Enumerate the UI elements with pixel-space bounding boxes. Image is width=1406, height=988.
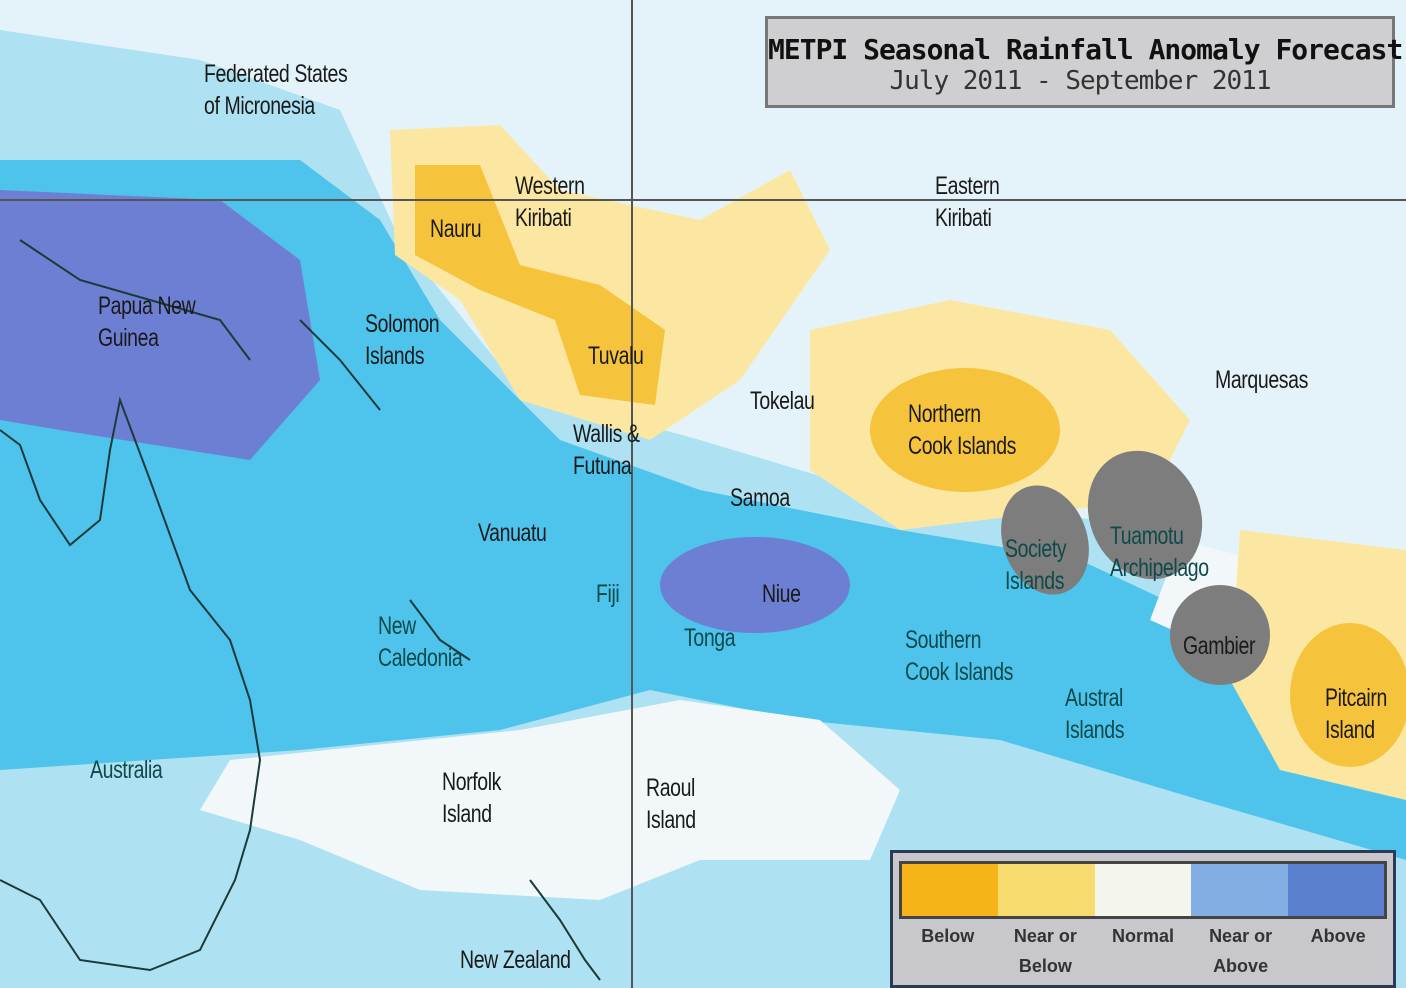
no-data-zone: [1001, 450, 1270, 685]
legend-swatch-above: [1287, 864, 1385, 916]
label-tuvalu: Tuvalu: [588, 342, 644, 370]
label-gambier: Gambier: [1183, 632, 1256, 660]
coastlines: [0, 239, 601, 981]
legend-swatch-near-below: [998, 864, 1095, 916]
legend-label-normal: Normal: [1111, 926, 1174, 946]
label-tokelau: Tokelau: [750, 387, 815, 415]
label-marquesas: Marquesas: [1215, 366, 1308, 394]
label-eastern-kiribati: Eastern Kiribati: [935, 172, 1000, 232]
legend-label-above: Above: [1310, 926, 1366, 946]
near-above-zone: [0, 160, 1406, 860]
label-new-caledonia: New Caledonia: [378, 612, 463, 672]
below-zone: [415, 165, 1406, 767]
label-micronesia: Federated States of Micronesia: [204, 60, 348, 120]
legend: Below Near or Below Normal Near or Above…: [890, 850, 1396, 988]
legend-swatch-below: [902, 864, 999, 916]
map-subtitle: July 2011 - September 2011: [889, 66, 1272, 96]
above-zone: [0, 190, 850, 633]
label-western-kiribati: Western Kiribati: [515, 172, 585, 232]
label-tuamotu: Tuamotu Archipelago: [1110, 522, 1209, 582]
label-samoa: Samoa: [730, 484, 790, 512]
label-tonga: Tonga: [684, 624, 736, 652]
label-raoul: Raoul Island: [646, 774, 696, 834]
label-southern-cook: Southern Cook Islands: [905, 626, 1014, 686]
label-niue: Niue: [762, 580, 801, 608]
legend-label-near-above: Near or Above: [1209, 926, 1273, 976]
label-society: Society Islands: [1005, 535, 1067, 595]
map-title: METPI Seasonal Rainfall Anomaly Forecast: [768, 33, 1403, 66]
label-png: Papua New Guinea: [98, 292, 196, 352]
label-fiji: Fiji: [596, 580, 620, 608]
map-title-box: METPI Seasonal Rainfall Anomaly Forecast…: [765, 16, 1403, 108]
label-austral: Austral Islands: [1065, 684, 1125, 744]
label-pitcairn: Pitcairn Island: [1325, 684, 1387, 744]
label-northern-cook: Northern Cook Islands: [908, 400, 1017, 460]
label-solomon: Solomon Islands: [365, 310, 440, 370]
legend-label-below: Below: [921, 926, 975, 946]
label-vanuatu: Vanuatu: [478, 519, 547, 547]
legend-swatch-normal: [1094, 864, 1192, 916]
legend-label-near-below: Near or Below: [1013, 926, 1077, 976]
legend-swatch-near-above: [1191, 864, 1288, 916]
legend-color-bar: [899, 861, 1387, 919]
label-new-zealand: New Zealand: [460, 946, 571, 974]
label-nauru: Nauru: [430, 215, 482, 243]
label-australia: Australia: [90, 756, 163, 784]
label-norfolk: Norfolk Island: [442, 768, 502, 828]
label-wallis-futuna: Wallis & Futuna: [573, 420, 640, 480]
